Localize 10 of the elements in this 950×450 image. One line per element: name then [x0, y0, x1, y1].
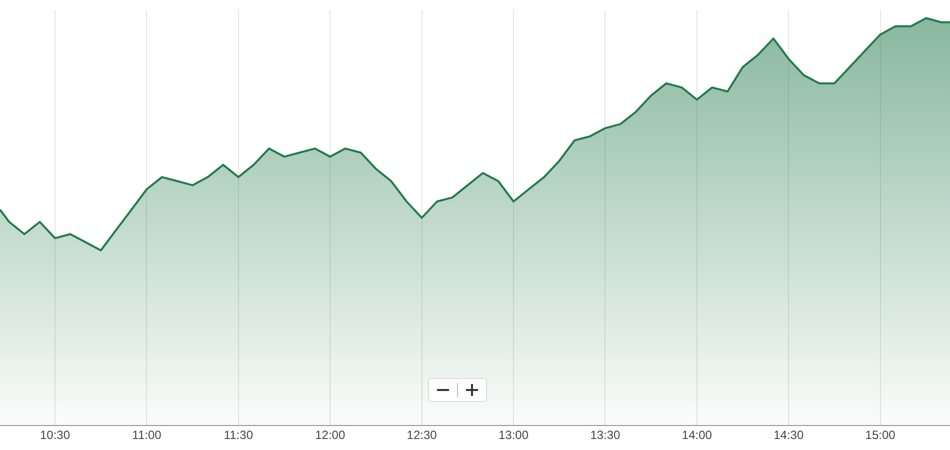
x-tick-label: 10:30: [40, 428, 70, 442]
x-tick-label: 15:00: [865, 428, 896, 442]
x-tick-label: 13:30: [590, 428, 621, 442]
x-tick-label: 12:00: [315, 428, 346, 442]
x-tick-label: 14:30: [774, 428, 804, 442]
x-tick-label: 13:00: [498, 428, 529, 442]
x-tick-label: 11:00: [132, 428, 162, 442]
x-tick-label: 11:30: [224, 428, 254, 442]
x-tick-label: 12:30: [406, 428, 438, 442]
x-tick-label: 14:00: [682, 428, 712, 442]
